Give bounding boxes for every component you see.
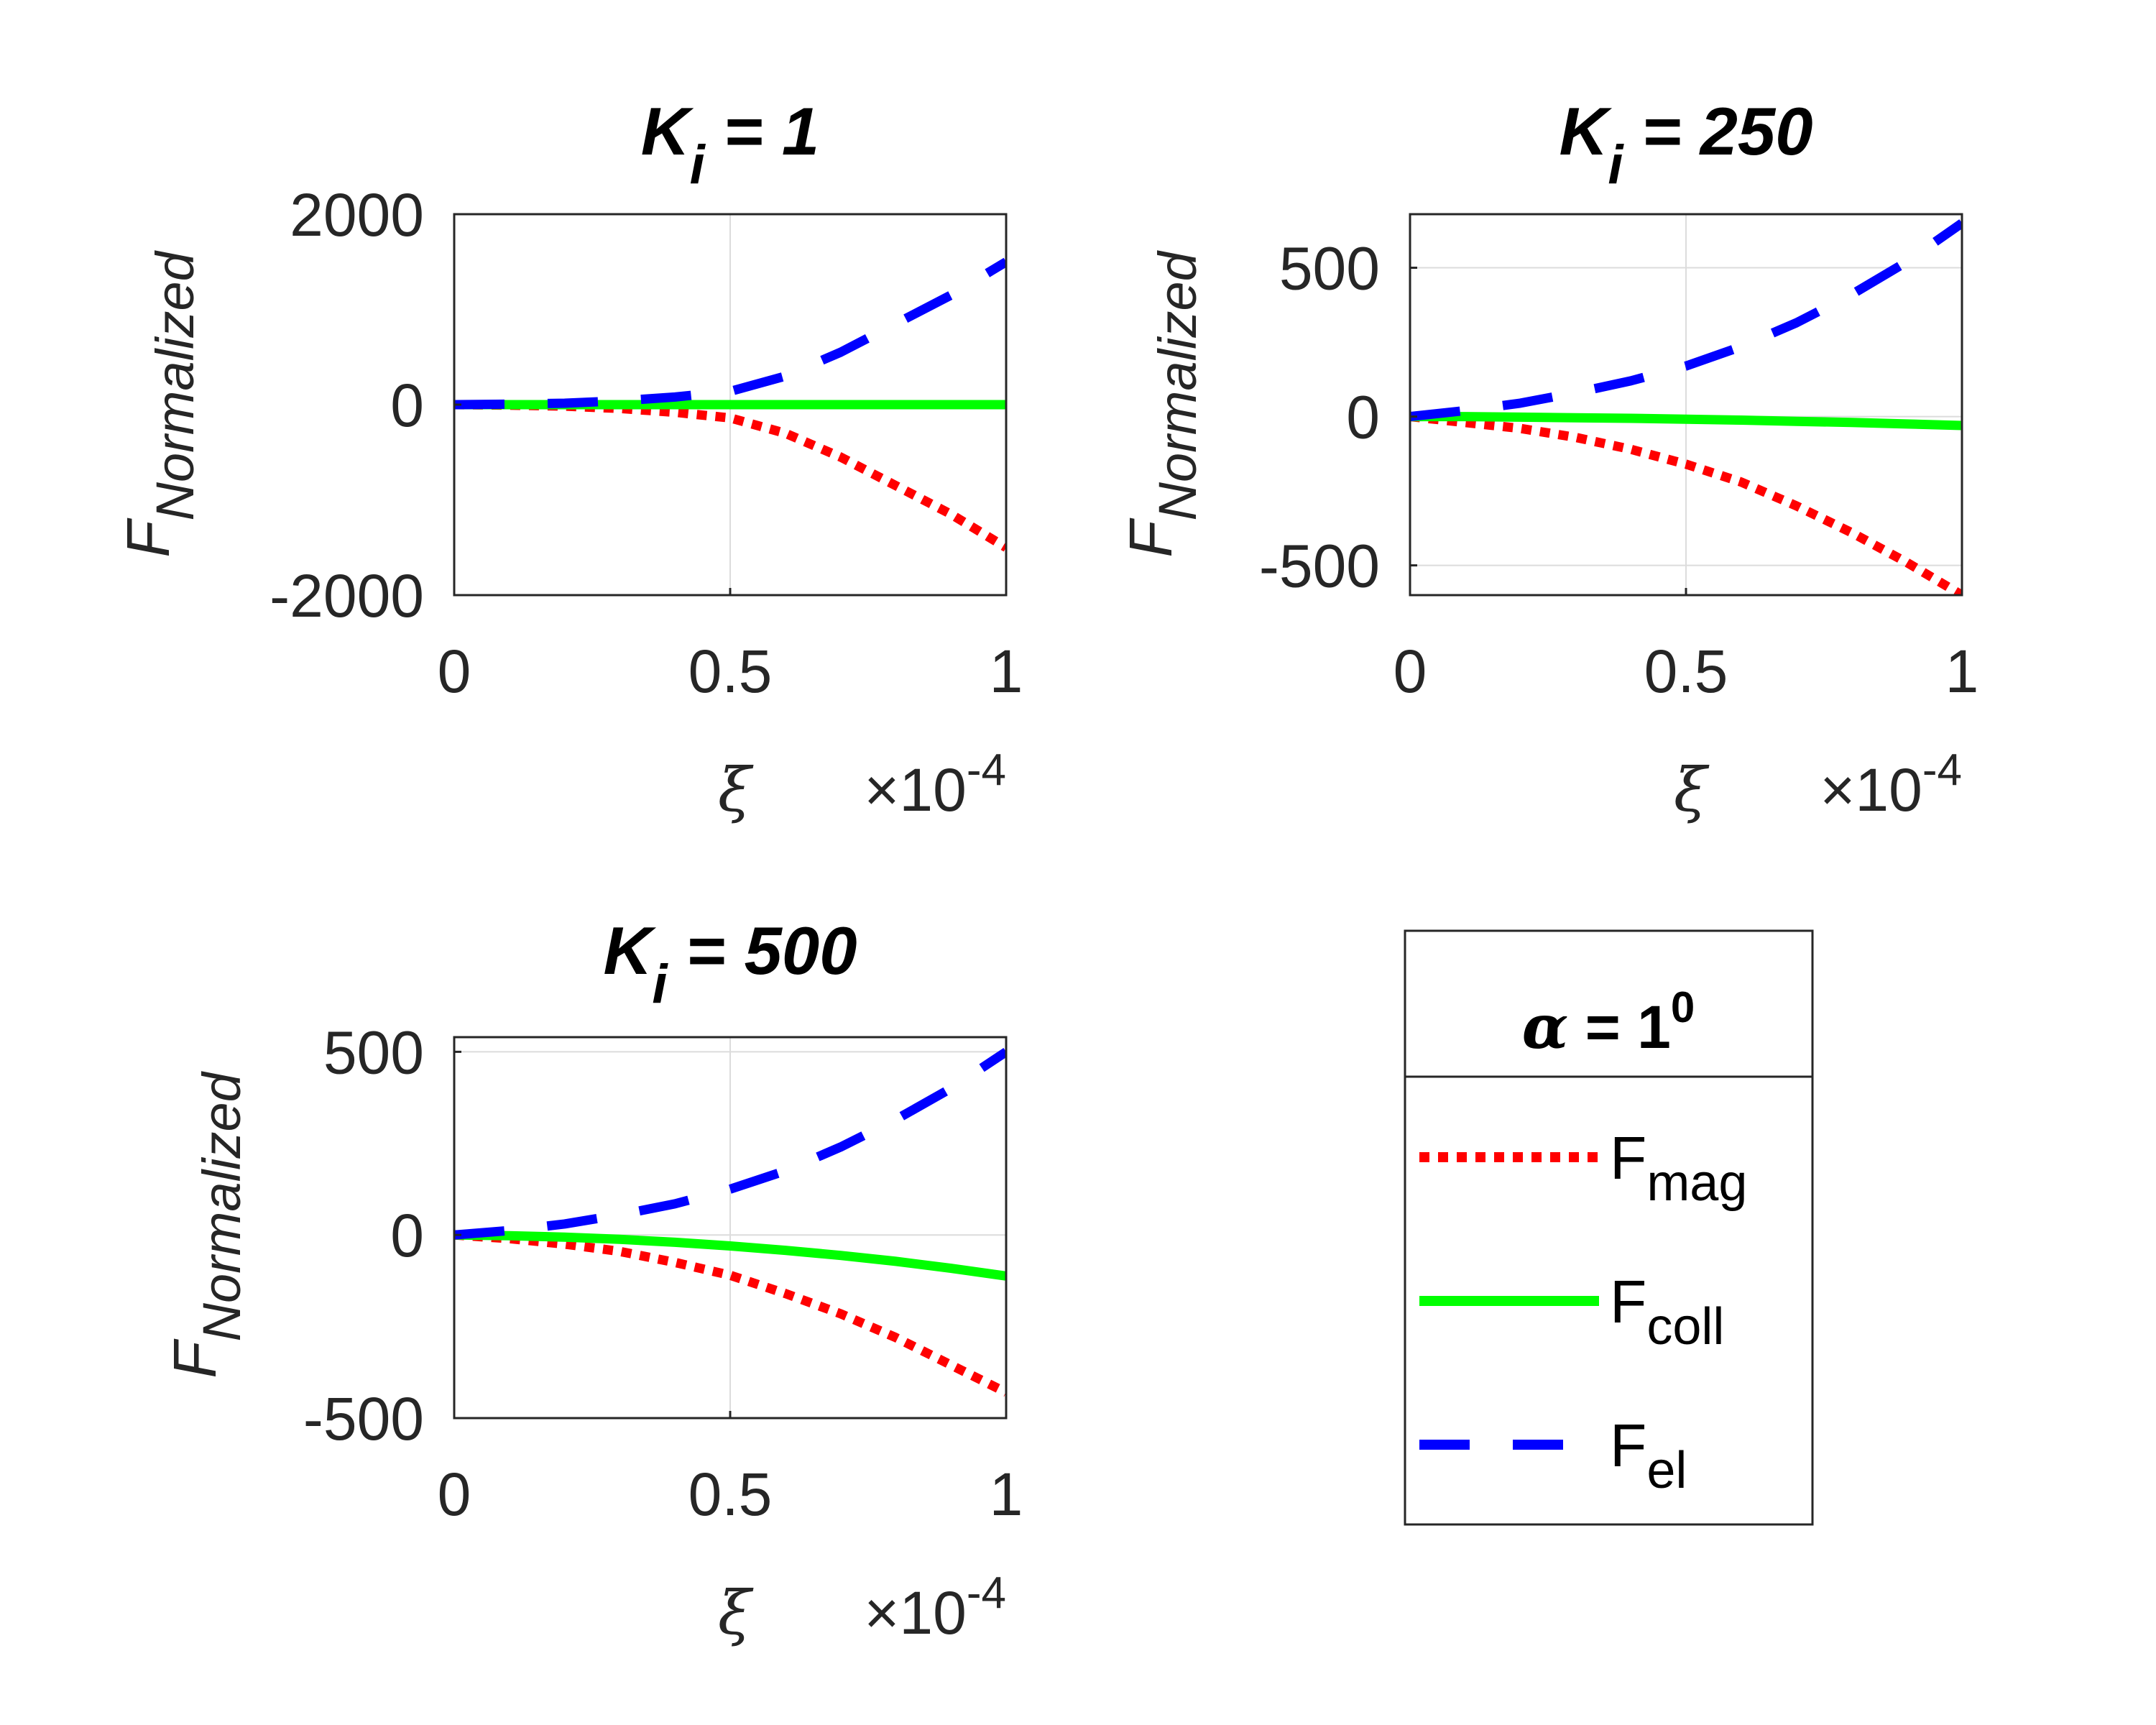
subplot-title-main: K <box>604 913 657 988</box>
series-line-coll <box>1410 412 1962 431</box>
legend-label-el-main: F <box>1610 1412 1646 1479</box>
series-line-mag <box>454 1230 1006 1397</box>
y-axis-label: FNormalized <box>161 1070 252 1378</box>
x-tick-label: 0 <box>438 638 471 705</box>
legend-box <box>1404 929 1814 1526</box>
subplot-title: Ki = 1 <box>641 93 819 196</box>
y-axis-label-sub: Normalized <box>192 1070 252 1341</box>
x-axis-label: ξ <box>718 1578 754 1648</box>
x-tick-label: 0.5 <box>688 638 773 705</box>
y-axis-label-main: F <box>114 518 182 558</box>
y-axis-label-sub: Normalized <box>1148 249 1207 520</box>
series-line-mag <box>454 400 1006 552</box>
y-axis-label-main: F <box>1117 518 1184 558</box>
x-axis-label: ξ <box>1674 755 1710 825</box>
subplot-title: Ki = 500 <box>604 913 857 1015</box>
series-line-el <box>454 1047 1006 1240</box>
y-tick-label: 0 <box>390 372 424 439</box>
series-group <box>454 257 1006 552</box>
legend-entry-mag: Fmag <box>1419 1124 1747 1212</box>
y-axis-label: FNormalized <box>114 249 205 557</box>
subplot-title-rest: = 1 <box>705 93 819 169</box>
x-tick-label: 1 <box>990 638 1023 705</box>
x-exponent-base: ×10 <box>1820 756 1922 824</box>
legend-label-mag: Fmag <box>1610 1124 1747 1212</box>
subplot-title-rest: = 500 <box>668 913 857 988</box>
x-tick-label: 1 <box>990 1460 1023 1528</box>
x-tick-label: 0.5 <box>688 1460 773 1528</box>
legend-label-coll: Fcoll <box>1610 1268 1724 1356</box>
x-tick-label: 1 <box>1945 638 1979 705</box>
series-line-el <box>1410 219 1962 422</box>
x-axis-exponent: ×10-4 <box>864 745 1006 824</box>
subplot-title-main: K <box>641 93 694 169</box>
legend-title-sup: 0 <box>1671 983 1695 1031</box>
y-tick-label: 0 <box>390 1202 424 1269</box>
x-exponent-power: -4 <box>967 1568 1006 1618</box>
subplot-title-main: K <box>1560 93 1613 169</box>
y-tick-label: 500 <box>1279 235 1380 303</box>
subplot-title-sub: i <box>690 134 706 196</box>
x-exponent-base: ×10 <box>864 1579 967 1647</box>
y-tick-label: -500 <box>1259 533 1380 600</box>
x-tick-label: 0 <box>438 1460 471 1528</box>
legend-label-mag-sub: mag <box>1646 1154 1747 1212</box>
y-axis-label-main: F <box>161 1338 229 1379</box>
subplot-title-sub: i <box>1608 134 1624 196</box>
legend-label-mag-main: F <box>1610 1124 1646 1192</box>
y-tick-label: 0 <box>1346 384 1380 451</box>
y-tick-label: 500 <box>323 1018 424 1086</box>
series-line-mag <box>1410 412 1962 595</box>
legend-title-symbol: α <box>1522 991 1569 1062</box>
x-exponent-power: -4 <box>1922 745 1962 795</box>
series-line-el <box>454 257 1006 410</box>
series-group <box>1410 219 1962 595</box>
y-axis-label-sub: Normalized <box>145 249 205 520</box>
legend-entry-coll: Fcoll <box>1419 1268 1724 1356</box>
y-tick-label: 2000 <box>290 181 424 249</box>
x-exponent-power: -4 <box>967 745 1006 795</box>
subplot-title-sub: i <box>652 954 668 1015</box>
x-tick-label: 0.5 <box>1644 638 1728 705</box>
y-axis-label: FNormalized <box>1117 249 1207 557</box>
legend-title: α = 10 <box>1522 983 1695 1062</box>
legend-label-coll-sub: coll <box>1646 1298 1724 1356</box>
y-tick-label: -2000 <box>270 562 424 630</box>
legend-title-text: = 1 <box>1568 993 1670 1061</box>
x-axis-exponent: ×10-4 <box>1820 745 1962 824</box>
legend-label-el: Fel <box>1610 1412 1687 1499</box>
y-tick-label: -500 <box>303 1385 424 1453</box>
series-group <box>454 1047 1006 1397</box>
series-line-coll <box>454 1230 1006 1281</box>
legend-label-coll-main: F <box>1610 1268 1646 1335</box>
x-axis-label: ξ <box>718 755 754 825</box>
x-axis-exponent: ×10-4 <box>864 1568 1006 1647</box>
legend-entry-el: Fel <box>1419 1412 1687 1499</box>
legend: α = 10 Fmag Fcoll Fel <box>1404 929 1814 1526</box>
subplot-title: Ki = 250 <box>1560 93 1813 196</box>
subplot-title-rest: = 250 <box>1623 93 1813 169</box>
legend-label-el-sub: el <box>1646 1442 1687 1499</box>
x-exponent-base: ×10 <box>864 756 967 824</box>
x-tick-label: 0 <box>1393 638 1427 705</box>
